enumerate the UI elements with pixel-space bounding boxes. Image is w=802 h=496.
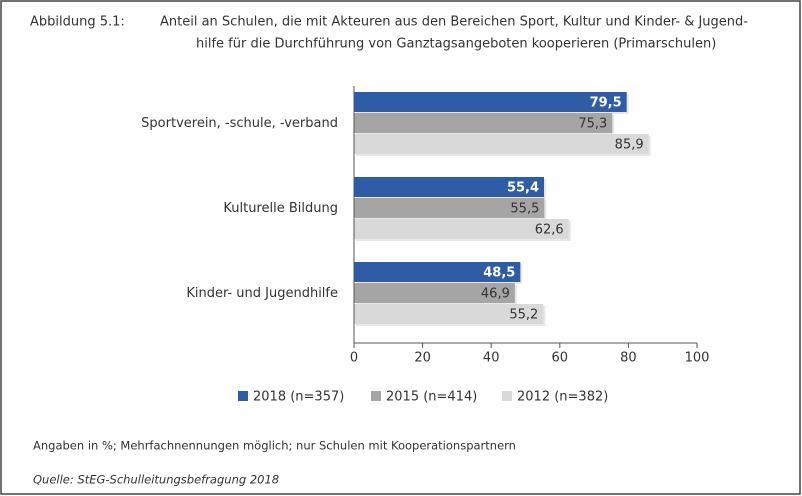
x-tick-label: 80 xyxy=(620,351,637,366)
bar xyxy=(354,177,545,197)
value-label: 75,3 xyxy=(578,117,607,132)
bar xyxy=(354,283,515,303)
x-tick-label: 0 xyxy=(350,351,358,366)
x-tick-label: 100 xyxy=(685,351,710,366)
source: Quelle: StEG-Schulleitungsbefragung 2018 xyxy=(33,473,279,487)
figure-label: Abbildung 5.1: xyxy=(30,15,125,30)
chart-title: Anteil an Schulen, die mit Akteuren aus … xyxy=(160,15,748,30)
legend-label: 2018 (n=357) xyxy=(253,390,344,405)
value-label: 62,6 xyxy=(535,223,564,238)
x-tick-label: 40 xyxy=(483,351,500,366)
value-label: 48,5 xyxy=(483,266,515,281)
value-label: 46,9 xyxy=(481,287,510,302)
y-tick-label: Sportverein, -schule, -verband xyxy=(141,116,338,131)
legend-label: 2015 (n=414) xyxy=(386,390,477,405)
legend-swatch xyxy=(238,391,248,401)
value-label: 79,5 xyxy=(590,96,622,111)
value-label: 55,4 xyxy=(507,181,539,196)
legend-swatch xyxy=(502,391,512,401)
legend-swatch xyxy=(371,391,381,401)
value-label: 55,2 xyxy=(509,308,538,323)
bar xyxy=(354,219,569,239)
bar xyxy=(354,304,544,324)
y-tick-label: Kinder- und Jugendhilfe xyxy=(186,286,338,301)
bar xyxy=(354,92,627,112)
note: Angaben in %; Mehrfachnennungen möglich;… xyxy=(33,439,516,453)
chart-title: hilfe für die Durchführung von Ganztagsa… xyxy=(196,37,716,52)
value-label: 55,5 xyxy=(510,202,539,217)
bar xyxy=(354,198,545,218)
value-label: 85,9 xyxy=(615,138,644,153)
y-tick-label: Kulturelle Bildung xyxy=(223,201,338,216)
bar xyxy=(354,113,613,133)
legend-label: 2012 (n=382) xyxy=(517,390,608,405)
x-tick-label: 60 xyxy=(552,351,569,366)
bar xyxy=(354,134,649,154)
x-tick-label: 20 xyxy=(414,351,431,366)
bar xyxy=(354,262,521,282)
